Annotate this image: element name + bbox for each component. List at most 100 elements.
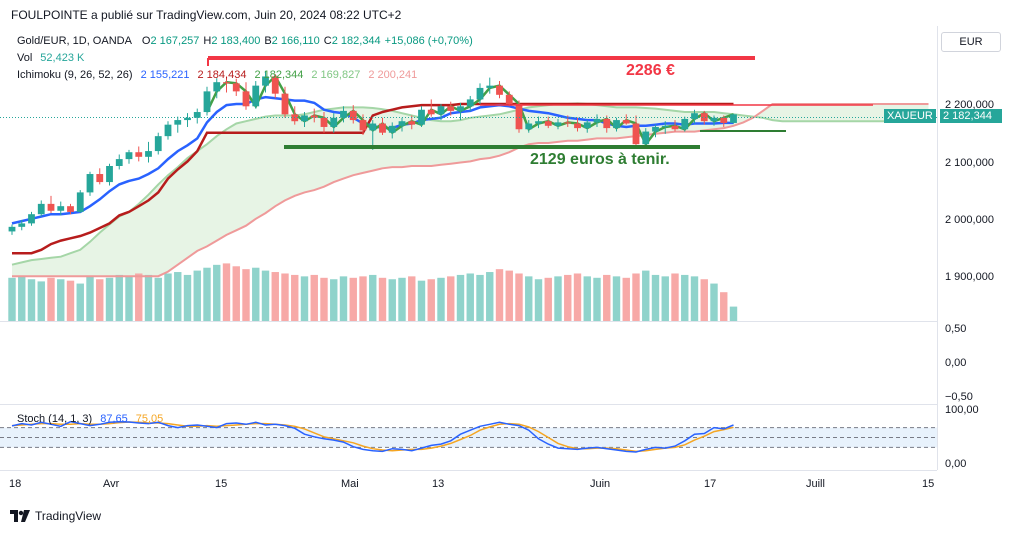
stoch-band bbox=[0, 427, 937, 448]
volume-bar bbox=[125, 276, 133, 321]
candle-body bbox=[232, 83, 240, 92]
candle-body bbox=[223, 82, 230, 84]
volume-bar bbox=[515, 273, 523, 321]
candle-body bbox=[476, 87, 484, 100]
candle-body bbox=[388, 125, 396, 133]
price-tick: 1 900,000 bbox=[945, 271, 994, 283]
stoch-k-line bbox=[11, 420, 734, 453]
publisher-line: FOULPOINTE a publié sur TradingView.com,… bbox=[11, 8, 402, 22]
volume-bar bbox=[164, 273, 172, 321]
volume-bar bbox=[339, 276, 348, 321]
candle-body bbox=[418, 109, 425, 125]
stoch-d-value: 75,05 bbox=[135, 413, 164, 425]
candle-body bbox=[96, 174, 104, 183]
candle-body bbox=[535, 121, 542, 124]
volume-bar bbox=[612, 276, 621, 321]
volume-bar bbox=[593, 277, 601, 321]
volume-bar bbox=[437, 277, 445, 321]
tradingview-footer[interactable]: TradingView bbox=[10, 509, 101, 523]
volume-bar bbox=[466, 273, 474, 321]
volume-bar bbox=[398, 277, 406, 321]
volume-bar bbox=[564, 274, 572, 321]
volume-bar bbox=[417, 280, 426, 321]
candle-body bbox=[730, 114, 737, 123]
volume-bar bbox=[378, 277, 387, 321]
candle-body bbox=[642, 131, 650, 145]
candle-body bbox=[564, 122, 572, 124]
candle-body bbox=[57, 206, 65, 211]
time-tick: 18 bbox=[9, 478, 22, 490]
candle-body bbox=[18, 223, 26, 227]
time-tick: 17 bbox=[704, 478, 717, 490]
candle-body bbox=[301, 115, 308, 122]
volume-bar bbox=[359, 276, 367, 321]
brand-label: TradingView bbox=[35, 509, 102, 523]
candle-body bbox=[671, 125, 679, 130]
volume-bar bbox=[8, 277, 16, 321]
volume-bar bbox=[573, 273, 582, 321]
candle-body bbox=[457, 106, 464, 111]
volume-bar bbox=[183, 274, 192, 321]
candle-body bbox=[349, 110, 357, 121]
ichimoku-legend: Ichimoku (9, 26, 52, 26) 2 155,221 2 184… bbox=[17, 69, 417, 81]
candle-body bbox=[262, 76, 269, 86]
volume-bar bbox=[554, 276, 562, 321]
candle-body bbox=[76, 192, 84, 212]
volume-bar bbox=[261, 270, 270, 321]
volume-bar bbox=[18, 276, 26, 321]
currency-button[interactable]: EUR bbox=[941, 32, 1001, 52]
candle-body bbox=[271, 76, 279, 94]
volume-bar bbox=[642, 270, 650, 321]
candle-body bbox=[359, 120, 367, 131]
volume-bar bbox=[271, 272, 279, 321]
volume-bar bbox=[388, 279, 396, 321]
volume-bar bbox=[710, 283, 718, 321]
volume-bar bbox=[242, 269, 250, 321]
candle-body bbox=[515, 104, 523, 130]
close-value: 2 182,344 bbox=[331, 35, 381, 47]
candle-body bbox=[720, 117, 728, 123]
symbol-tag: XAUEUR bbox=[884, 109, 936, 123]
candle-body bbox=[437, 106, 445, 115]
candle-body bbox=[603, 118, 611, 129]
candle-body bbox=[496, 85, 503, 95]
volume-bar bbox=[544, 277, 552, 321]
candle-body bbox=[252, 85, 260, 107]
candle-body bbox=[398, 121, 406, 126]
ichimoku-span-b-line bbox=[12, 103, 929, 278]
volume-bar bbox=[729, 306, 738, 321]
volume-bar bbox=[291, 274, 299, 321]
time-tick: 15 bbox=[922, 478, 935, 490]
candle-body bbox=[379, 123, 386, 133]
candle-body bbox=[554, 122, 562, 126]
candle-body bbox=[164, 124, 172, 137]
mid-tick: 0,50 bbox=[945, 323, 967, 335]
volume-bar bbox=[690, 276, 699, 321]
candle-body bbox=[281, 93, 289, 115]
volume-bar bbox=[144, 274, 153, 321]
time-tick: Juin bbox=[590, 478, 611, 490]
volume-label[interactable]: Vol bbox=[17, 52, 33, 64]
price-tick: 2 000,000 bbox=[945, 214, 994, 226]
candle-body bbox=[86, 174, 94, 193]
stoch-label[interactable]: Stoch (14, 1, 3) bbox=[17, 413, 93, 425]
candle-body bbox=[67, 206, 74, 212]
candle-body bbox=[37, 203, 45, 215]
time-tick: Mai bbox=[341, 478, 359, 490]
price-tag: 2 182,344 bbox=[940, 109, 1002, 123]
volume-bar bbox=[427, 279, 435, 321]
low-value: 2 166,110 bbox=[271, 35, 320, 47]
volume-bar bbox=[222, 263, 231, 321]
resistance-annotation: 2286 € bbox=[626, 62, 675, 79]
price-tick: 2 100,000 bbox=[945, 157, 994, 169]
ichimoku-label[interactable]: Ichimoku (9, 26, 52, 26) bbox=[17, 69, 133, 81]
volume-bar bbox=[447, 276, 455, 321]
symbol-label[interactable]: Gold/EUR, 1D, OANDA bbox=[17, 35, 132, 47]
volume-bar bbox=[76, 283, 84, 321]
volume-bar bbox=[525, 276, 533, 321]
candle-body bbox=[583, 122, 591, 129]
volume-bar bbox=[330, 279, 338, 321]
volume-bar bbox=[661, 276, 669, 321]
